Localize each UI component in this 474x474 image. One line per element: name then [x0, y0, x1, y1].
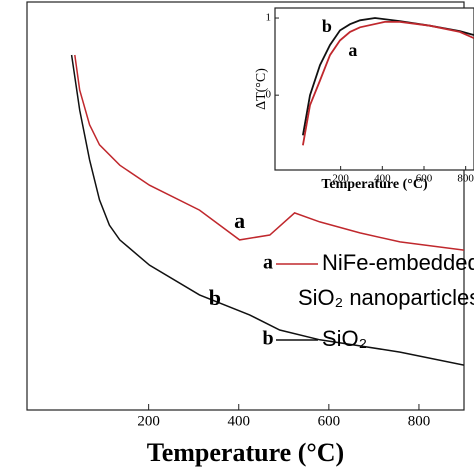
x-tick-label: 400 [227, 413, 250, 429]
legend-label: SiO₂ [322, 326, 367, 351]
annotation: a [348, 40, 357, 60]
x-tick-label: 600 [416, 172, 433, 184]
legend-label: SiO₂ nanoparticles [298, 285, 474, 310]
x-tick-label: 800 [457, 172, 474, 184]
x-axis-label: Temperature (°C) [321, 177, 428, 192]
data-line [302, 21, 474, 146]
annotation: b [322, 16, 332, 36]
x-tick-label: 600 [318, 413, 341, 429]
y-axis-label: ΔT(°C) [254, 68, 269, 110]
y-tick-label: 0 [266, 89, 272, 101]
legend-label: NiFe-embedded [322, 250, 474, 275]
x-tick-label: 200 [332, 172, 349, 184]
x-axis-label: Temperature (°C) [147, 438, 344, 467]
annotation: a [234, 208, 245, 233]
legend-marker: a [263, 252, 273, 274]
x-tick-label: 400 [374, 172, 391, 184]
legend-marker: b [262, 328, 273, 350]
y-tick-label: 1 [266, 12, 272, 24]
annotation: b [209, 285, 221, 310]
x-tick-label: 800 [408, 413, 431, 429]
x-tick-label: 200 [137, 413, 160, 429]
data-line [74, 54, 464, 251]
plot-frame [274, 7, 474, 171]
data-line [70, 54, 464, 366]
